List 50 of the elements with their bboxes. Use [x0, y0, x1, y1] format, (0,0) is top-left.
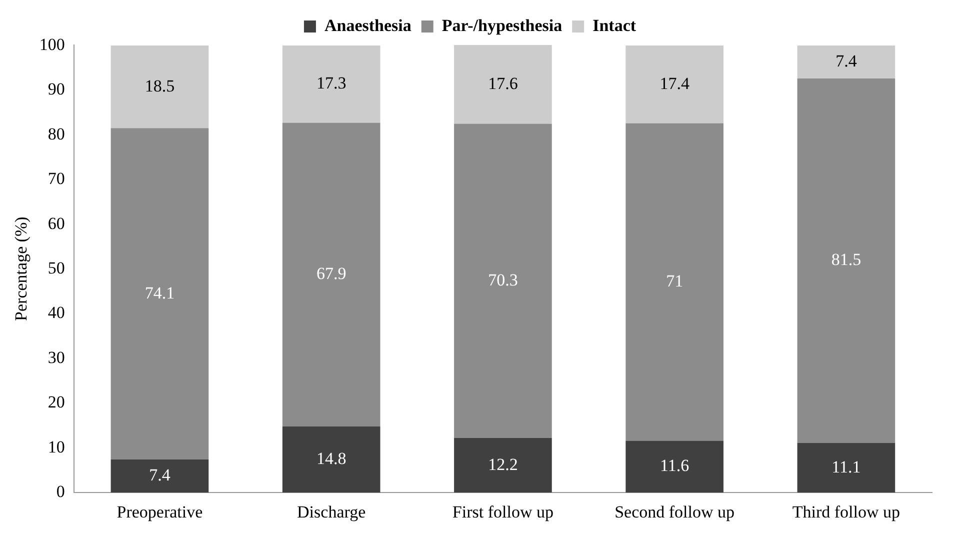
bar — [797, 442, 896, 493]
y-tick-label: 70 — [48, 169, 65, 188]
y-axis-title: Percentage (%) — [12, 216, 31, 321]
bar — [282, 122, 380, 426]
y-tick-label: 60 — [48, 214, 65, 233]
bar — [110, 460, 209, 493]
bar — [110, 128, 209, 460]
bar — [282, 45, 380, 123]
y-tick-label: 0 — [56, 482, 65, 502]
data-label: 70.3 — [488, 270, 518, 290]
x-tick-label: Discharge — [297, 502, 366, 522]
y-tick-label: 20 — [48, 392, 65, 412]
legend-label: Anaesthesia — [324, 16, 412, 35]
y-tick-label: 80 — [48, 124, 65, 144]
data-label: 11.6 — [660, 456, 690, 476]
bar — [282, 426, 380, 493]
data-label: 17.4 — [660, 74, 690, 93]
y-tick-label: 90 — [48, 80, 65, 99]
x-tick-label: Third follow up — [792, 502, 900, 522]
data-label: 18.5 — [144, 76, 175, 96]
legend-label: Par-/hypesthesia — [442, 16, 563, 35]
data-label: 74.1 — [144, 283, 175, 302]
data-label: 7.4 — [149, 466, 171, 485]
bar — [110, 45, 209, 128]
data-label: 67.9 — [316, 264, 346, 284]
y-tick-label: 50 — [48, 258, 65, 278]
data-label: 12.2 — [488, 454, 518, 474]
data-label: 17.6 — [488, 74, 518, 93]
bar — [626, 45, 724, 124]
bar — [797, 45, 896, 79]
x-tick-label: First follow up — [452, 502, 554, 522]
bar — [454, 124, 552, 438]
data-label: 7.4 — [836, 51, 858, 70]
bar — [626, 123, 724, 441]
bar — [454, 45, 552, 124]
bar — [626, 440, 724, 493]
y-tick-label: 100 — [39, 34, 65, 54]
y-tick-label: 10 — [48, 437, 65, 456]
data-label: 11.1 — [832, 457, 861, 476]
data-label: 71 — [666, 271, 684, 290]
y-tick-label: 30 — [48, 348, 65, 367]
bar — [454, 438, 552, 493]
x-tick-label: Second follow up — [614, 502, 735, 522]
bar — [797, 78, 896, 443]
legend-label: Intact — [592, 16, 636, 35]
data-label: 14.8 — [316, 448, 346, 468]
y-tick-label: 40 — [48, 303, 65, 322]
x-tick-label: Preoperative — [116, 502, 203, 522]
data-label: 17.3 — [316, 74, 346, 93]
data-label: 81.5 — [831, 250, 862, 270]
